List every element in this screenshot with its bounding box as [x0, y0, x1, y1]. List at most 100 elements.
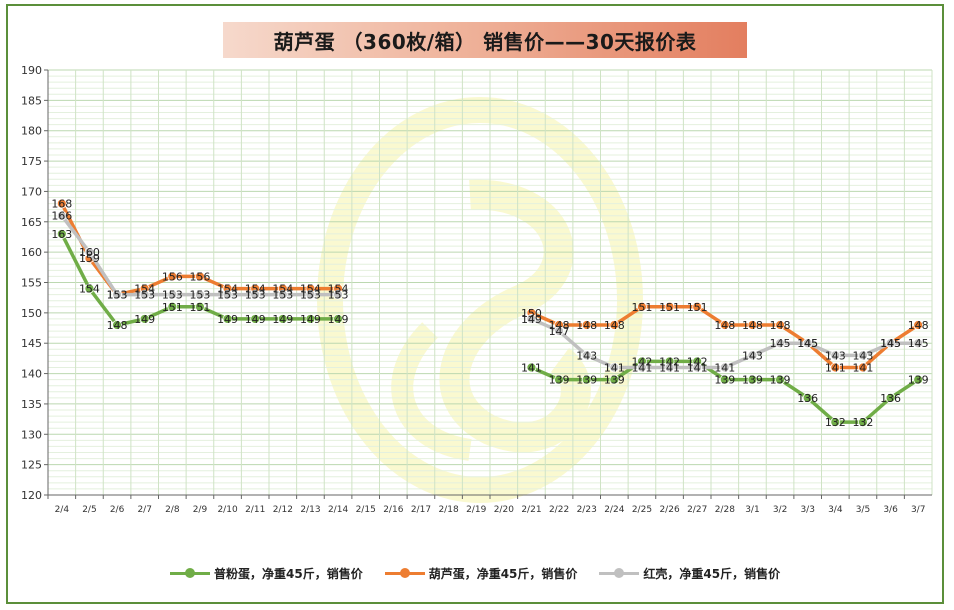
series-point-0 — [802, 392, 813, 403]
data-label-0: 154 — [79, 283, 100, 296]
series-point-2 — [719, 362, 730, 373]
x-tick-label: 2/14 — [328, 505, 348, 515]
x-tick-label: 2/12 — [273, 505, 293, 515]
x-tick-label: 2/22 — [549, 505, 569, 515]
series-point-1 — [775, 320, 785, 330]
data-label-1: 168 — [51, 198, 72, 211]
data-label-1: 154 — [328, 283, 349, 296]
data-label-2: 141 — [714, 362, 735, 375]
data-label-2: 145 — [797, 337, 818, 350]
series-point-1 — [167, 271, 178, 282]
data-label-1: 150 — [521, 307, 542, 320]
data-label-2: 143 — [825, 349, 846, 362]
data-label-1: 154 — [134, 283, 155, 296]
series-point-2 — [139, 289, 150, 300]
legend-swatch-icon — [384, 566, 425, 580]
data-label-0: 148 — [107, 319, 128, 332]
x-tick-label: 3/5 — [856, 505, 870, 515]
series-point-2 — [581, 350, 592, 361]
data-label-1: 148 — [908, 319, 929, 332]
legend-label: 普粉蛋，净重45斤，销售价 — [214, 566, 363, 581]
series-point-2 — [747, 350, 758, 361]
series-point-1 — [195, 271, 205, 282]
legend-item-series-0: 普粉蛋，净重45斤，销售价 — [170, 565, 363, 582]
data-label-2: 141 — [631, 362, 652, 375]
series-point-1 — [56, 198, 67, 209]
series-point-1 — [664, 301, 675, 312]
series-point-0 — [167, 301, 178, 312]
chart-frame — [6, 4, 944, 604]
data-label-0: 149 — [245, 313, 266, 326]
data-label-1: 148 — [604, 319, 625, 332]
x-tick-label: 2/20 — [494, 505, 514, 515]
series-point-1 — [609, 320, 620, 330]
series-point-2 — [858, 350, 868, 361]
data-label-0: 139 — [714, 374, 735, 387]
data-label-1: 159 — [79, 252, 100, 265]
series-point-0 — [830, 417, 841, 428]
series-point-0 — [195, 301, 205, 312]
legend: 普粉蛋，净重45斤，销售价 葫芦蛋，净重45斤，销售价 红壳，净重45斤，销售价 — [170, 562, 780, 584]
data-label-2: 153 — [217, 289, 238, 302]
data-label-0: 149 — [328, 313, 349, 326]
data-label-0: 141 — [521, 362, 542, 375]
data-label-1: 151 — [631, 301, 652, 314]
data-label-2: 141 — [659, 362, 680, 375]
data-label-0: 139 — [770, 374, 791, 387]
series-point-1 — [913, 320, 924, 330]
series-point-0 — [84, 283, 95, 294]
x-tick-label: 2/26 — [659, 505, 679, 515]
x-tick-label: 3/2 — [773, 505, 787, 515]
y-tick-label: 190 — [21, 64, 42, 77]
y-tick-label: 185 — [21, 94, 42, 107]
x-tick-label: 3/4 — [828, 505, 843, 515]
y-tick-label: 155 — [21, 277, 42, 290]
series-point-2 — [775, 338, 785, 349]
data-label-1: 148 — [742, 319, 763, 332]
watermark-logo — [317, 97, 643, 503]
data-label-0: 139 — [549, 374, 570, 387]
x-tick-label: 3/6 — [883, 505, 898, 515]
data-label-2: 153 — [107, 289, 128, 302]
data-label-2: 143 — [576, 349, 597, 362]
series-point-2 — [913, 338, 924, 349]
x-tick-label: 2/9 — [193, 505, 208, 515]
data-label-1: 154 — [300, 283, 321, 296]
data-label-0: 139 — [742, 374, 763, 387]
data-label-0: 151 — [189, 301, 210, 314]
x-tick-label: 2/15 — [356, 505, 376, 515]
data-label-0: 139 — [576, 374, 597, 387]
data-label-2: 147 — [549, 325, 570, 338]
data-label-0: 149 — [300, 313, 321, 326]
series-point-2 — [802, 338, 813, 349]
series-point-2 — [692, 362, 703, 373]
x-tick-label: 2/7 — [137, 505, 151, 515]
x-tick-label: 2/10 — [217, 505, 237, 515]
x-tick-label: 2/27 — [687, 505, 707, 515]
series-point-2 — [333, 289, 343, 300]
series-point-0 — [526, 362, 537, 373]
data-label-0: 139 — [604, 374, 625, 387]
data-label-1: 148 — [770, 319, 791, 332]
series-point-1 — [747, 320, 758, 330]
series-point-0 — [139, 314, 150, 324]
x-tick-label: 2/25 — [632, 505, 652, 515]
data-label-1: 151 — [659, 301, 680, 314]
series-point-0 — [333, 314, 343, 324]
data-label-2: 143 — [852, 349, 873, 362]
data-label-1: 153 — [107, 289, 128, 302]
data-label-2: 153 — [134, 289, 155, 302]
series-point-2 — [250, 289, 261, 300]
chart-title-banner: 葫芦蛋 （360枚/箱） 销售价——30天报价表 — [223, 22, 747, 58]
x-tick-label: 2/23 — [577, 505, 597, 515]
series-point-2 — [830, 350, 841, 361]
series-point-2 — [526, 314, 537, 324]
series-point-0 — [581, 374, 592, 385]
x-tick-label: 2/19 — [466, 505, 486, 515]
series-point-0 — [112, 320, 122, 330]
data-label-1: 148 — [714, 319, 735, 332]
series-point-1 — [581, 320, 592, 330]
series-point-0 — [277, 314, 288, 324]
